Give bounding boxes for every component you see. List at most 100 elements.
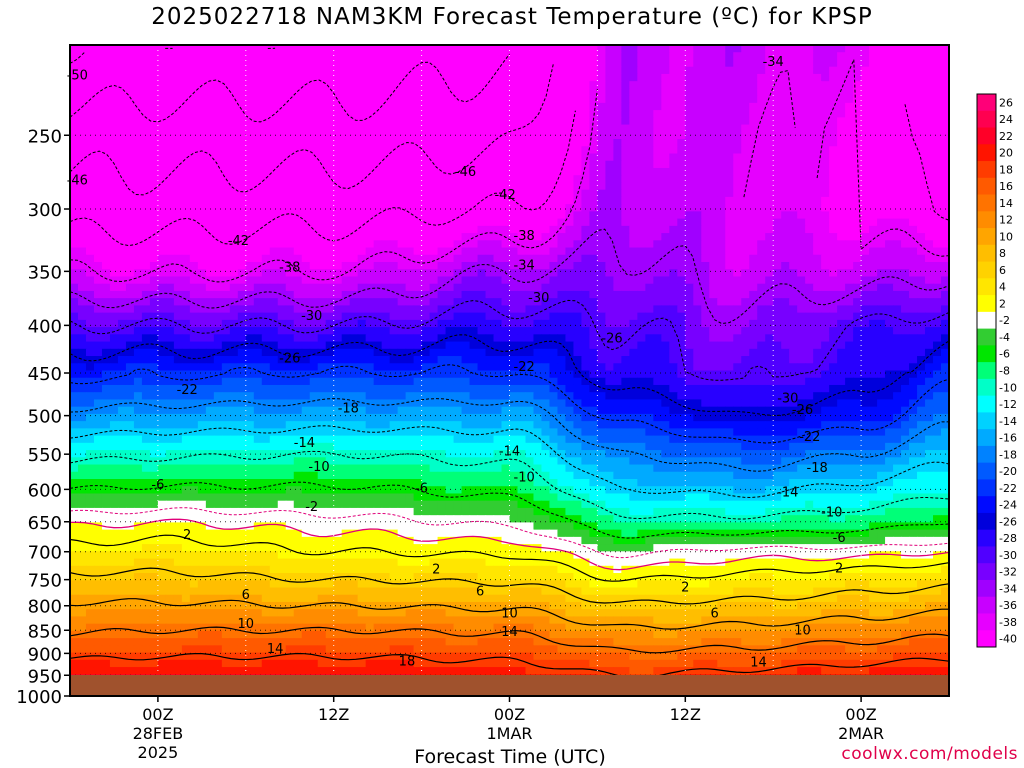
- isotherm-label: 6: [476, 584, 484, 599]
- isotherm-label: -34: [514, 258, 535, 273]
- isotherm-line: [70, 364, 949, 444]
- colorbar-label: 18: [999, 163, 1013, 176]
- colorbar-swatch: [977, 579, 996, 598]
- colorbar-swatch: [977, 228, 996, 246]
- isotherm-label: -46: [67, 174, 88, 189]
- isotherm-label: -10: [308, 460, 329, 475]
- isotherm-label: -22: [799, 430, 820, 445]
- isotherm-line: [70, 507, 949, 559]
- colorbar-swatch: [977, 127, 996, 145]
- colorbar-label: 10: [999, 230, 1013, 243]
- colorbar-swatch: [977, 479, 996, 497]
- isotherm-label: -6: [833, 531, 846, 546]
- isotherm-label: 14: [501, 625, 518, 640]
- isotherm-label: 10: [794, 623, 811, 638]
- y-tick-label: 850: [28, 621, 62, 642]
- colorbar-swatch: [977, 94, 996, 112]
- y-tick-label: 500: [28, 407, 62, 428]
- colorbar-swatch: [977, 462, 996, 480]
- isotherm-label: -22: [514, 360, 535, 375]
- y-tick-label: 900: [28, 644, 62, 665]
- colorbar-swatch: [977, 311, 996, 330]
- colorbar-label: -24: [999, 499, 1017, 512]
- isotherm-contours: [70, 47, 949, 696]
- freezing-line: [70, 518, 949, 571]
- colorbar-label: 22: [999, 130, 1013, 143]
- colorbar-label: 2: [999, 297, 1006, 310]
- y-tick-label: 550: [28, 445, 62, 466]
- colorbar-label: -20: [999, 465, 1017, 478]
- colorbar-swatch: [977, 345, 996, 363]
- colorbar-label: -12: [999, 398, 1017, 411]
- isotherm-label: -10: [514, 470, 535, 485]
- y-axis: 2503003504004505005506006507007508008509…: [16, 126, 70, 708]
- y-tick-label: 750: [28, 571, 62, 592]
- colorbar-swatch: [977, 161, 996, 179]
- colorbar-label: 24: [999, 113, 1013, 126]
- isotherm-label: 10: [501, 606, 518, 621]
- isotherm-label: -2: [305, 500, 318, 515]
- colorbar-label: -18: [999, 448, 1017, 461]
- y-tick-label: 250: [28, 126, 62, 147]
- isotherm-label: 10: [238, 617, 255, 632]
- isotherm-label: -26: [601, 331, 622, 346]
- isotherm-label: -34: [763, 55, 784, 70]
- y-tick-label: 700: [28, 543, 62, 564]
- colorbar-swatch: [977, 194, 996, 212]
- colorbar-swatch: [977, 110, 996, 129]
- colorbar-swatch: [977, 613, 996, 631]
- isotherm-label: -14: [294, 436, 315, 451]
- x-tick-label: 12Z: [670, 705, 701, 724]
- isotherm-label: 2: [835, 562, 843, 577]
- x-tick-label: 1MAR: [486, 724, 532, 743]
- colorbar-label: -40: [999, 633, 1017, 646]
- x-tick-label: 00Z: [845, 705, 876, 724]
- isotherm-labels: -50-46-46-42-42-38-38-34-34-30-30-30-26-…: [67, 55, 846, 671]
- colorbar-swatch: [977, 144, 996, 162]
- colorbar-label: -38: [999, 616, 1017, 629]
- isotherm-line: [70, 334, 949, 416]
- colorbar-swatch: [977, 445, 996, 464]
- isotherm-label: -30: [777, 391, 798, 406]
- isotherm-label: -18: [807, 461, 828, 476]
- colorbar-label: -30: [999, 549, 1017, 562]
- isotherm-label: -10: [821, 506, 842, 521]
- isotherm-label: 14: [267, 642, 284, 657]
- isotherm-label: 6: [242, 588, 250, 603]
- colorbar-label: -26: [999, 515, 1017, 528]
- credit-text: coolwx.com/models: [841, 744, 1018, 764]
- isotherm-label: -42: [228, 234, 249, 249]
- isotherm-label: -14: [777, 485, 798, 500]
- colorbar-label: -22: [999, 482, 1017, 495]
- x-tick-label: 12Z: [318, 705, 349, 724]
- colorbar-swatch: [977, 278, 996, 296]
- isotherm-label: -42: [494, 188, 515, 203]
- colorbar-label: -4: [999, 331, 1010, 344]
- colorbar-label: -34: [999, 582, 1017, 595]
- colorbar-swatch: [977, 211, 996, 229]
- isotherm-line: [70, 398, 949, 472]
- colorbar-swatch: [977, 596, 996, 614]
- colorbar-label: -28: [999, 532, 1017, 545]
- colorbar-label: 4: [999, 281, 1006, 294]
- y-tick-label: 650: [28, 513, 62, 534]
- colorbar-label: -6: [999, 348, 1010, 361]
- y-tick-label: 300: [28, 200, 62, 221]
- colorbar-swatch: [977, 496, 996, 514]
- isotherm-line: [70, 104, 949, 247]
- isotherm-line: [70, 450, 949, 520]
- colorbar-label: 12: [999, 214, 1013, 227]
- colorbar-swatch: [977, 512, 996, 531]
- isotherm-line: [70, 481, 949, 539]
- colorbar-label: 26: [999, 96, 1013, 109]
- isotherm-label: -26: [792, 403, 813, 418]
- grid-lines: [70, 45, 949, 696]
- isotherm-label: -26: [279, 351, 300, 366]
- isotherm-label: 2: [432, 563, 440, 578]
- isotherm-label: -46: [455, 165, 476, 180]
- colorbar-swatch: [977, 378, 996, 397]
- colorbar-swatch: [977, 261, 996, 279]
- colorbar-swatch: [977, 177, 996, 196]
- y-tick-label: 450: [28, 364, 62, 385]
- chart-title: 2025022718 NAM3KM Forecast Temperature (…: [151, 4, 873, 30]
